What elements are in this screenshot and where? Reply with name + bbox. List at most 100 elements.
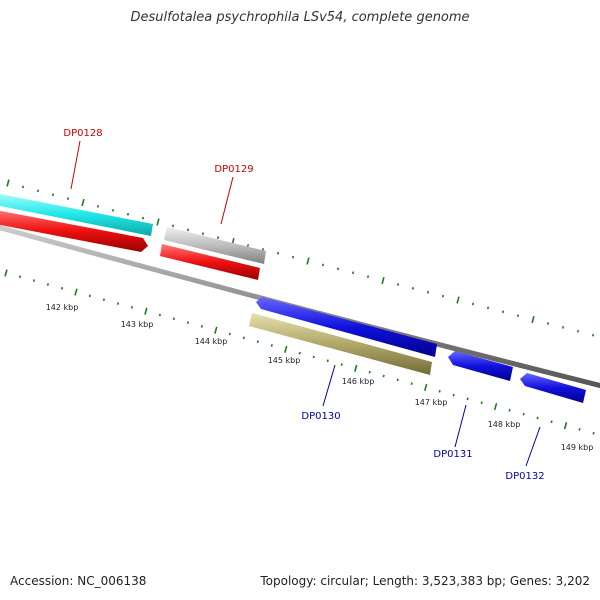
inner-tick-minor: [536, 416, 539, 420]
inner-tick-minor: [578, 428, 581, 431]
outer-tick-minor: [366, 275, 370, 279]
gene-label-dp0130[interactable]: DP0130: [301, 411, 340, 422]
inner-tick-minor: [32, 279, 36, 282]
outer-tick-minor: [351, 271, 355, 275]
scale-label: 149 kbp: [561, 443, 594, 452]
outer-tick-minor: [216, 236, 220, 239]
outer-tick-major: [531, 315, 535, 324]
connector-dp0132: [525, 426, 541, 467]
outer-tick-minor: [471, 302, 475, 306]
scale-label: 143 kbp: [121, 320, 154, 329]
inner-tick-major: [423, 383, 428, 392]
inner-tick-minor: [298, 351, 301, 355]
inner-tick-major: [144, 307, 148, 315]
inner-tick-minor: [228, 332, 231, 336]
inner-tick-minor: [130, 305, 133, 309]
inner-tick-minor: [382, 374, 385, 378]
inner-tick-major: [563, 422, 568, 430]
inner-tick-minor: [186, 321, 189, 324]
outer-tick-major: [456, 296, 460, 304]
outer-tick-minor: [591, 333, 595, 337]
outer-tick-minor: [576, 329, 580, 333]
scale-label: 146 kbp: [342, 377, 375, 386]
inner-tick-minor: [270, 344, 273, 347]
outer-tick-minor: [276, 251, 280, 255]
scale-label: 142 kbp: [46, 303, 79, 312]
topology-text: Topology: circular; Length: 3,523,383 bp…: [260, 574, 590, 588]
inner-tick-minor: [46, 283, 50, 286]
outer-tick-minor: [516, 314, 520, 318]
gene-label-dp0129[interactable]: DP0129: [214, 164, 253, 175]
accession-text: Accession: NC_006138: [10, 574, 147, 588]
inner-tick-minor: [396, 378, 399, 382]
scale-label: 147 kbp: [415, 398, 448, 407]
gene-label-dp0131[interactable]: DP0131: [433, 449, 472, 460]
gene-feature-red-forward-1[interactable]: [0, 209, 148, 252]
outer-tick-minor: [201, 232, 205, 236]
gene-feature-olive[interactable]: [249, 313, 432, 375]
outer-tick-minor: [51, 193, 55, 197]
inner-tick-minor: [410, 382, 413, 386]
inner-tick-minor: [172, 317, 175, 321]
gene-label-dp0132[interactable]: DP0132: [505, 471, 544, 482]
inner-tick-minor: [116, 302, 120, 305]
inner-tick-major: [493, 402, 498, 411]
scale-label: 145 kbp: [268, 356, 301, 365]
inner-tick-minor: [102, 298, 106, 302]
outer-tick-minor: [321, 263, 325, 267]
outer-tick-minor: [21, 185, 25, 189]
gene-label-dp0128[interactable]: DP0128: [63, 128, 102, 139]
inner-tick-minor: [550, 420, 553, 424]
outer-tick-minor: [66, 197, 70, 200]
gene-feature-dp0132[interactable]: [520, 373, 586, 403]
gene-feature-dp0128[interactable]: [0, 192, 153, 236]
outer-tick-minor: [291, 255, 295, 259]
outer-tick-minor: [96, 205, 100, 208]
inner-tick-major: [284, 345, 288, 353]
inner-tick-minor: [18, 275, 22, 279]
inner-tick-minor: [466, 397, 469, 401]
inner-tick-minor: [256, 340, 259, 344]
gene-feature-red-forward-2[interactable]: [160, 244, 260, 280]
inner-tick-row: [4, 269, 595, 435]
outer-tick-minor: [261, 247, 265, 251]
gene-feature-dp0130[interactable]: [256, 297, 437, 357]
outer-tick-minor: [411, 286, 415, 290]
scale-label: 144 kbp: [195, 337, 228, 346]
inner-tick-minor: [340, 363, 343, 366]
outer-tick-minor: [126, 212, 130, 216]
outer-tick-minor: [546, 322, 550, 325]
outer-tick-minor: [246, 244, 250, 247]
outer-tick-minor: [171, 224, 175, 228]
outer-tick-minor: [501, 310, 505, 314]
gene-feature-dp0129[interactable]: [164, 227, 266, 264]
outer-tick-minor: [186, 228, 190, 232]
outer-tick-minor: [141, 216, 145, 220]
connector-dp0128: [70, 140, 81, 190]
inner-tick-minor: [452, 393, 455, 397]
outer-tick-minor: [111, 208, 115, 212]
outer-tick-major: [81, 198, 85, 207]
inner-tick-minor: [242, 336, 245, 340]
inner-tick-minor: [522, 412, 525, 416]
gene-feature-dp0131[interactable]: [448, 351, 513, 381]
outer-tick-major: [306, 257, 310, 265]
connector-dp0129: [220, 176, 234, 225]
outer-tick-minor: [336, 267, 340, 271]
inner-tick-minor: [480, 401, 483, 405]
inner-tick-minor: [200, 325, 203, 328]
inner-tick-minor: [326, 359, 329, 363]
outer-tick-minor: [36, 189, 40, 193]
inner-tick-minor: [60, 286, 64, 290]
inner-tick-major: [74, 288, 78, 296]
outer-tick-minor: [561, 326, 565, 329]
scale-label: 148 kbp: [488, 420, 521, 429]
inner-tick-minor: [88, 294, 92, 298]
inner-tick-major: [4, 269, 8, 277]
map-title: Desulfotalea psychrophila LSv54, complet…: [130, 10, 470, 25]
inner-tick-minor: [368, 370, 371, 374]
inner-tick-minor: [158, 313, 161, 317]
inner-tick-minor: [312, 355, 315, 359]
